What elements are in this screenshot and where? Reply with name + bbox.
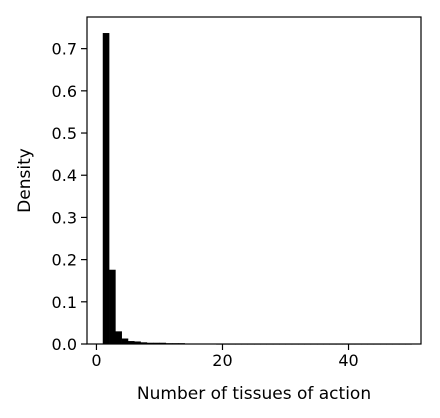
x-tick-label: 40 — [338, 351, 358, 370]
y-tick-label: 0.2 — [52, 251, 77, 270]
x-axis-label: Number of tissues of action — [137, 384, 371, 404]
x-tick-label: 20 — [212, 351, 232, 370]
y-tick-label: 0.3 — [52, 208, 77, 227]
y-tick-label: 0.1 — [52, 293, 77, 312]
y-tick-label: 0.0 — [52, 335, 77, 354]
histogram-bar-5 — [134, 341, 141, 344]
histogram-bar-1 — [109, 269, 116, 344]
histogram-bar-4 — [127, 341, 135, 344]
histogram-bar-0 — [102, 33, 110, 345]
y-tick-label: 0.6 — [52, 82, 77, 101]
histogram-bar-3 — [121, 338, 129, 344]
histogram-bar-8 — [153, 342, 160, 344]
histogram-bars — [102, 33, 412, 345]
y-axis-ticks: 0.0 0.1 0.2 0.3 0.4 0.5 0.6 0.7 — [52, 40, 87, 354]
x-tick-label: 0 — [91, 351, 101, 370]
histogram-bar-2 — [115, 331, 122, 344]
histogram-bar-6 — [140, 342, 148, 344]
y-tick-label: 0.4 — [52, 166, 77, 185]
y-tick-label: 0.7 — [52, 40, 77, 59]
plot-frame — [86, 16, 422, 345]
y-tick-label: 0.5 — [52, 124, 77, 143]
x-axis-ticks: 0 20 40 — [91, 344, 359, 370]
y-axis-label: Density — [15, 148, 35, 213]
histogram-bar-7 — [146, 342, 154, 344]
histogram-bar-9 — [159, 342, 167, 344]
